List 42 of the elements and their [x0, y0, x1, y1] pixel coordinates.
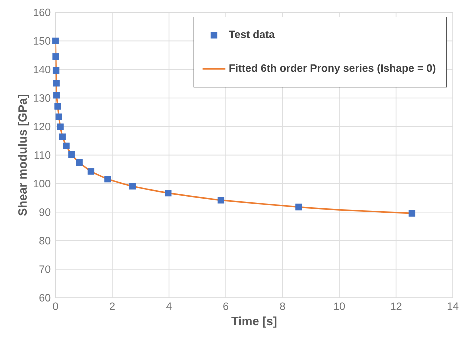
point: [54, 103, 62, 110]
x-tick-label: 2: [110, 302, 115, 310]
point: [53, 80, 60, 87]
y-tick-label: 90: [40, 208, 51, 216]
point: [63, 142, 70, 150]
y-tick-label: 150: [34, 37, 51, 45]
y-tick-label: 110: [34, 152, 51, 160]
point: [68, 151, 76, 158]
point: [52, 38, 60, 45]
point: [52, 53, 60, 60]
x-tick-label: 0: [53, 302, 58, 310]
y-tick-label: 130: [34, 94, 51, 102]
y-tick-label: 160: [34, 8, 51, 16]
x-tick-label: 14: [448, 302, 459, 310]
point: [56, 114, 62, 120]
x-tick-label: 6: [224, 302, 229, 310]
x-tick-label: 4: [166, 302, 172, 310]
y-tick-label: 70: [40, 266, 51, 274]
point: [59, 134, 66, 140]
x-axis-title: Time [s]: [232, 316, 277, 328]
y-tick-label: 80: [40, 237, 51, 245]
legend-label: Test data: [229, 30, 276, 38]
point: [53, 92, 60, 99]
x-tick-label: 8: [280, 302, 286, 310]
point: [218, 197, 225, 204]
point: [52, 68, 60, 74]
point: [76, 159, 83, 166]
point: [129, 183, 136, 190]
x-tick-label: 10: [334, 302, 346, 310]
y-tick-label: 140: [34, 66, 51, 74]
legend-label: Fitted 6th order Prony series (Ishape = 0): [230, 64, 436, 74]
point: [408, 210, 416, 217]
x-tick-label: 12: [391, 302, 402, 310]
y-tick-label: 60: [40, 294, 51, 302]
y-tick-label: 100: [34, 180, 51, 188]
point: [296, 204, 302, 211]
y-tick-label: 120: [34, 123, 51, 131]
point: [165, 190, 172, 197]
y-axis-title: Shear modulus [GPa]: [18, 94, 30, 216]
point: [57, 124, 64, 130]
point: [104, 176, 112, 183]
point: [88, 168, 95, 175]
